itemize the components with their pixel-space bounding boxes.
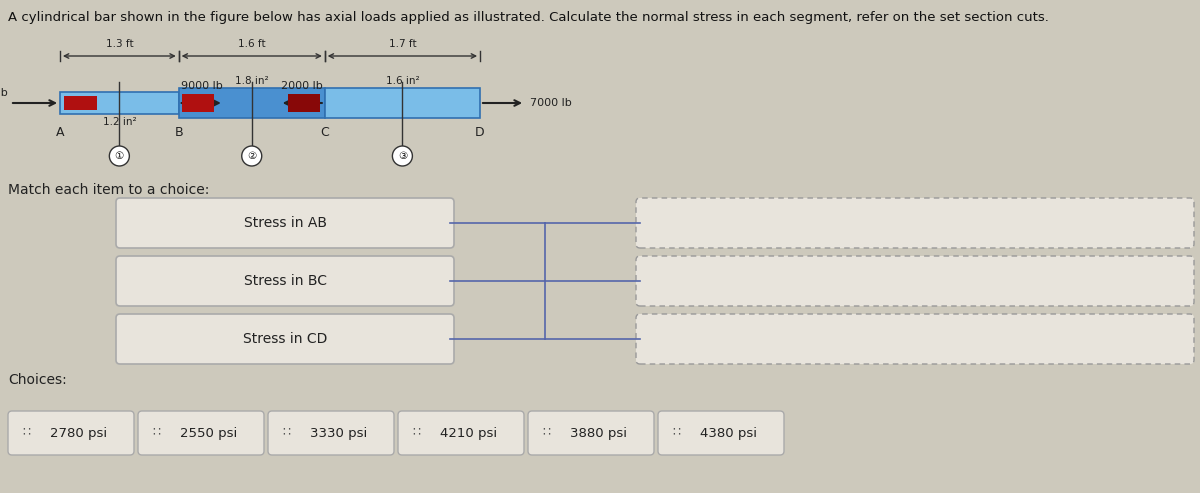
Circle shape: [392, 146, 413, 166]
Text: ∷: ∷: [22, 425, 30, 438]
Text: 2780 psi: 2780 psi: [50, 426, 108, 439]
Text: Choices:: Choices:: [8, 373, 67, 387]
Text: 9000 lb: 9000 lb: [181, 81, 222, 91]
Text: Stress in AB: Stress in AB: [244, 216, 326, 230]
Bar: [181, 94, 214, 112]
Text: D: D: [475, 126, 485, 139]
FancyBboxPatch shape: [116, 314, 454, 364]
FancyBboxPatch shape: [116, 198, 454, 248]
FancyBboxPatch shape: [528, 411, 654, 455]
Text: ②: ②: [247, 151, 257, 161]
Text: A: A: [55, 126, 65, 139]
Text: A cylindrical bar shown in the figure below has axial loads applied as illustrat: A cylindrical bar shown in the figure be…: [8, 11, 1049, 24]
Text: 1.7 ft: 1.7 ft: [389, 39, 416, 49]
FancyBboxPatch shape: [636, 314, 1194, 364]
Text: Stress in BC: Stress in BC: [244, 274, 326, 288]
Text: 3330 psi: 3330 psi: [311, 426, 367, 439]
Text: 7000 lb: 7000 lb: [530, 98, 571, 108]
Text: Match each item to a choice:: Match each item to a choice:: [8, 183, 209, 197]
Text: 4380 psi: 4380 psi: [701, 426, 757, 439]
Bar: [64, 96, 97, 110]
FancyBboxPatch shape: [138, 411, 264, 455]
Text: ∷: ∷: [152, 425, 160, 438]
Text: 4210 psi: 4210 psi: [440, 426, 498, 439]
Text: ∷: ∷: [282, 425, 290, 438]
Text: 1.6 in²: 1.6 in²: [385, 76, 419, 86]
FancyBboxPatch shape: [268, 411, 394, 455]
Circle shape: [241, 146, 262, 166]
Text: ∷: ∷: [672, 425, 680, 438]
Bar: [325, 88, 480, 118]
Text: ③: ③: [397, 151, 407, 161]
Text: 1.3 ft: 1.3 ft: [106, 39, 133, 49]
Circle shape: [109, 146, 130, 166]
Bar: [179, 88, 325, 118]
FancyBboxPatch shape: [636, 198, 1194, 248]
Text: 2000 lb: 2000 lb: [281, 81, 323, 91]
Text: 3880 psi: 3880 psi: [570, 426, 628, 439]
Text: ∷: ∷: [542, 425, 550, 438]
Text: C: C: [320, 126, 329, 139]
Text: 1.8 in²: 1.8 in²: [235, 76, 269, 86]
FancyBboxPatch shape: [636, 256, 1194, 306]
Text: 1.2 in²: 1.2 in²: [102, 117, 136, 127]
Text: ①: ①: [115, 151, 124, 161]
Text: ∷: ∷: [412, 425, 420, 438]
Text: Stress in CD: Stress in CD: [242, 332, 328, 346]
FancyBboxPatch shape: [398, 411, 524, 455]
Text: 1.6 ft: 1.6 ft: [238, 39, 265, 49]
FancyBboxPatch shape: [116, 256, 454, 306]
Bar: [60, 92, 179, 114]
Text: 4000 lb: 4000 lb: [0, 88, 8, 98]
FancyBboxPatch shape: [658, 411, 784, 455]
Bar: [288, 94, 320, 112]
Text: 2550 psi: 2550 psi: [180, 426, 238, 439]
Text: B: B: [174, 126, 184, 139]
FancyBboxPatch shape: [8, 411, 134, 455]
